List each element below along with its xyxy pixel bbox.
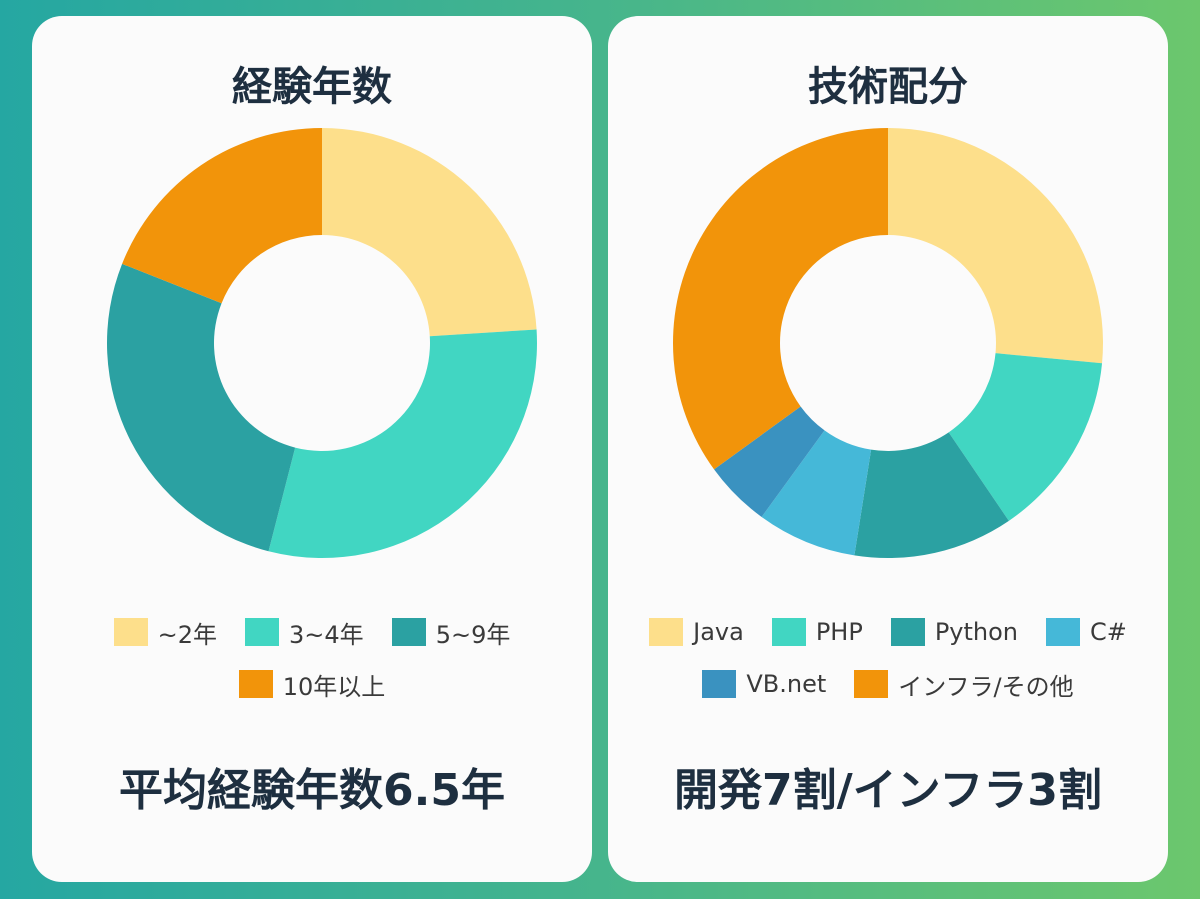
legend-swatch bbox=[890, 618, 925, 646]
experience-donut-chart bbox=[106, 128, 537, 558]
experience-chart-title: 経験年数 bbox=[232, 64, 392, 110]
legend-item: PHP bbox=[771, 618, 863, 646]
legend-item: 10年以上 bbox=[238, 670, 385, 701]
donut-slice-tech-1 bbox=[948, 353, 1103, 521]
donut-slice-experience-1 bbox=[268, 329, 537, 558]
legend-swatch bbox=[702, 670, 737, 698]
tech-card: 技術配分 Java PHP Python C# VB.net インフラ/その他 開発7割/… bbox=[608, 16, 1168, 882]
legend-label: ~2年 bbox=[157, 620, 218, 649]
legend-item: 5~9年 bbox=[391, 618, 510, 649]
legend-swatch bbox=[771, 618, 806, 646]
donut-slice-tech-2 bbox=[854, 432, 1009, 558]
legend-swatch bbox=[649, 618, 684, 646]
legend-item: インフラ/その他 bbox=[854, 670, 1074, 701]
legend-item: Java bbox=[649, 618, 744, 646]
donut-slice-experience-3 bbox=[122, 128, 322, 304]
experience-legend: ~2年 3~4年 5~9年 10年以上 bbox=[72, 618, 552, 701]
tech-donut-chart bbox=[673, 128, 1103, 558]
legend-swatch bbox=[391, 618, 426, 646]
legend-item: ~2年 bbox=[113, 618, 217, 649]
legend-swatch bbox=[238, 670, 273, 698]
legend-label: 5~9年 bbox=[435, 620, 511, 649]
legend-label: Java bbox=[693, 618, 744, 646]
legend-swatch bbox=[1046, 618, 1081, 646]
tech-legend: Java PHP Python C# VB.net インフラ/その他 bbox=[648, 618, 1128, 701]
donut-slice-tech-0 bbox=[888, 128, 1103, 364]
tech-chart-title: 技術配分 bbox=[808, 64, 968, 110]
experience-card: 経験年数 ~2年 3~4年 5~9年 10年以上 平均経験年数6.5年 bbox=[32, 16, 592, 882]
legend-swatch bbox=[245, 618, 280, 646]
legend-swatch bbox=[854, 670, 889, 698]
legend-label: C# bbox=[1090, 618, 1127, 646]
donut-slice-tech-5 bbox=[673, 128, 888, 470]
donut-slice-tech-3 bbox=[761, 430, 872, 556]
legend-label: 10年以上 bbox=[282, 672, 386, 701]
experience-summary: 平均経験年数6.5年 bbox=[119, 765, 505, 816]
legend-item: 3~4年 bbox=[245, 618, 364, 649]
legend-swatch bbox=[113, 618, 148, 646]
donut-slice-experience-0 bbox=[322, 128, 537, 337]
legend-item: VB.net bbox=[702, 670, 826, 698]
legend-item: Python bbox=[890, 618, 1019, 646]
legend-label: VB.net bbox=[746, 670, 827, 698]
donut-slice-experience-2 bbox=[106, 263, 296, 552]
legend-item: C# bbox=[1046, 618, 1127, 646]
legend-label: 3~4年 bbox=[289, 620, 364, 649]
donut-slice-tech-4 bbox=[714, 406, 825, 517]
tech-summary: 開発7割/インフラ3割 bbox=[674, 765, 1102, 816]
legend-label: PHP bbox=[815, 618, 863, 646]
legend-label: Python bbox=[934, 618, 1019, 646]
legend-label: インフラ/その他 bbox=[898, 672, 1074, 701]
